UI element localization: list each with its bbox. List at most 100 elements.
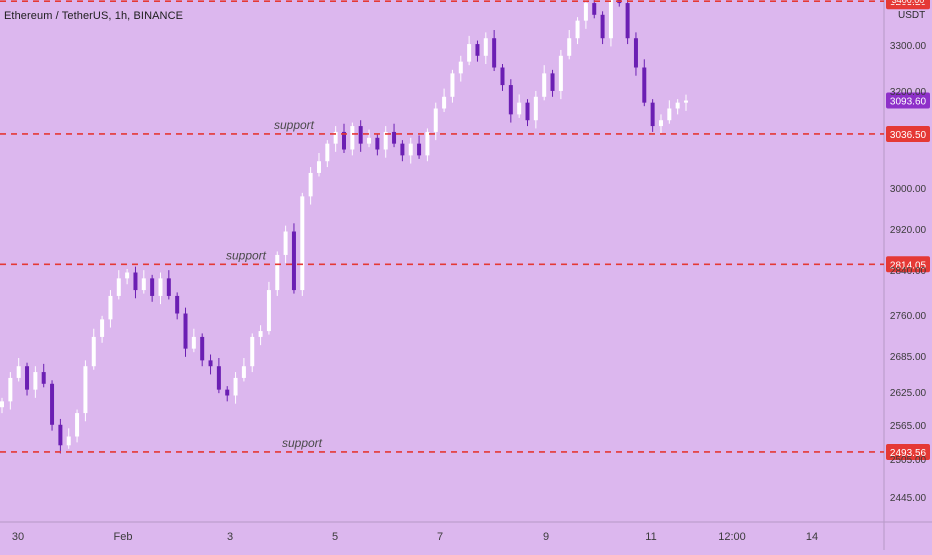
- candle-body: [392, 131, 397, 144]
- level-badge: [886, 125, 930, 142]
- time-tick-label: Feb: [114, 531, 133, 543]
- time-tick-label: 7: [437, 531, 443, 543]
- candle-body: [684, 100, 688, 103]
- time-tick-label: 12:00: [718, 531, 746, 543]
- candle-body: [650, 102, 655, 127]
- candle-body: [225, 389, 230, 396]
- candle-body: [567, 38, 572, 56]
- level-badge-label: 3036.50: [890, 130, 927, 141]
- level-annotation: support: [274, 118, 315, 132]
- price-tick-label: 2565.00: [890, 421, 927, 432]
- time-tick-label: 9: [543, 531, 549, 543]
- candle-body: [141, 278, 146, 291]
- candle-body: [50, 383, 55, 425]
- candle-body: [75, 413, 80, 437]
- candle-body: [258, 331, 263, 337]
- time-tick-label: 14: [806, 531, 818, 543]
- candle-body: [483, 38, 488, 56]
- candle-body: [633, 38, 638, 68]
- level-badge: [886, 443, 930, 460]
- candle-body: [41, 372, 46, 384]
- current-price-badge: [886, 92, 930, 109]
- candle-body: [575, 20, 580, 39]
- candle-body: [542, 73, 547, 97]
- candle-body: [458, 61, 463, 74]
- candle-body: [433, 108, 438, 132]
- top-partial-label: 3400.00: [892, 0, 925, 5]
- candle-body: [8, 377, 13, 402]
- price-tick-label: 2625.00: [890, 388, 927, 399]
- candle-body: [200, 336, 205, 361]
- candle-body: [116, 278, 121, 296]
- candle-body: [342, 131, 346, 150]
- candle-body: [125, 272, 130, 279]
- price-tick-label: 2685.00: [890, 352, 927, 363]
- time-tick-label: 5: [332, 531, 338, 543]
- candle-body: [300, 196, 305, 291]
- candle-body: [158, 278, 163, 296]
- candle-body: [450, 73, 455, 97]
- candle-body: [492, 38, 497, 68]
- candle-body: [233, 377, 238, 396]
- candle-body: [550, 73, 555, 91]
- candle-body: [191, 336, 196, 349]
- candle-body: [266, 290, 271, 332]
- level-badge-label: 2814.05: [890, 260, 927, 271]
- candle-body: [283, 231, 288, 255]
- candle-body: [525, 102, 530, 121]
- candle-body: [583, 3, 588, 21]
- price-tick-label: 3300.00: [890, 41, 927, 52]
- candle-body: [25, 366, 30, 390]
- price-tick-label: 2445.00: [890, 493, 927, 504]
- candle-body: [467, 44, 472, 62]
- candle-body: [408, 143, 413, 156]
- candle-body: [58, 424, 63, 446]
- candle-body: [592, 3, 597, 15]
- candle-body: [350, 126, 355, 150]
- candle-body: [91, 336, 96, 367]
- candle-body: [33, 372, 38, 390]
- candle-body: [600, 14, 605, 39]
- candle-body: [333, 131, 338, 144]
- candle-body: [508, 85, 513, 115]
- candle-body: [183, 313, 188, 349]
- candle-body: [216, 366, 221, 390]
- price-tick-label: 2505.00: [890, 455, 927, 466]
- candle-body: [533, 96, 538, 121]
- candle-body: [16, 366, 21, 378]
- candle-body: [675, 102, 680, 109]
- price-tick-label: 2920.00: [890, 225, 927, 236]
- candle-body: [517, 102, 522, 115]
- level-badge: [886, 256, 930, 273]
- candle-body: [417, 143, 422, 156]
- candle-body: [642, 67, 647, 103]
- candle-body: [625, 3, 630, 39]
- candle-body: [367, 137, 372, 144]
- candle-body: [667, 108, 672, 121]
- level-annotation: support: [282, 436, 323, 450]
- candle-body: [658, 120, 663, 127]
- level-badge-label: 2493.56: [890, 448, 927, 459]
- candle-body: [375, 137, 380, 150]
- level-annotation: support: [226, 248, 267, 262]
- time-tick-label: 3: [227, 531, 233, 543]
- candle-body: [308, 172, 313, 197]
- candle-body: [425, 131, 430, 156]
- candle-body: [133, 272, 138, 291]
- symbol-title: Ethereum / TetherUS, 1h, BINANCE: [4, 10, 184, 22]
- price-tick-label: 3000.00: [890, 184, 927, 195]
- candle-body: [166, 278, 171, 296]
- price-tick-label: 3200.00: [890, 87, 927, 98]
- current-price-label: 3093.60: [890, 97, 927, 108]
- candle-body: [558, 55, 563, 91]
- candle-body: [475, 44, 480, 56]
- time-tick-label: 11: [645, 531, 656, 543]
- candle-body: [0, 401, 4, 408]
- price-tick-label: 2760.00: [890, 311, 927, 322]
- candle-body: [316, 161, 321, 173]
- candle-body: [108, 295, 113, 320]
- candle-body: [241, 366, 246, 378]
- candle-body: [608, 0, 613, 39]
